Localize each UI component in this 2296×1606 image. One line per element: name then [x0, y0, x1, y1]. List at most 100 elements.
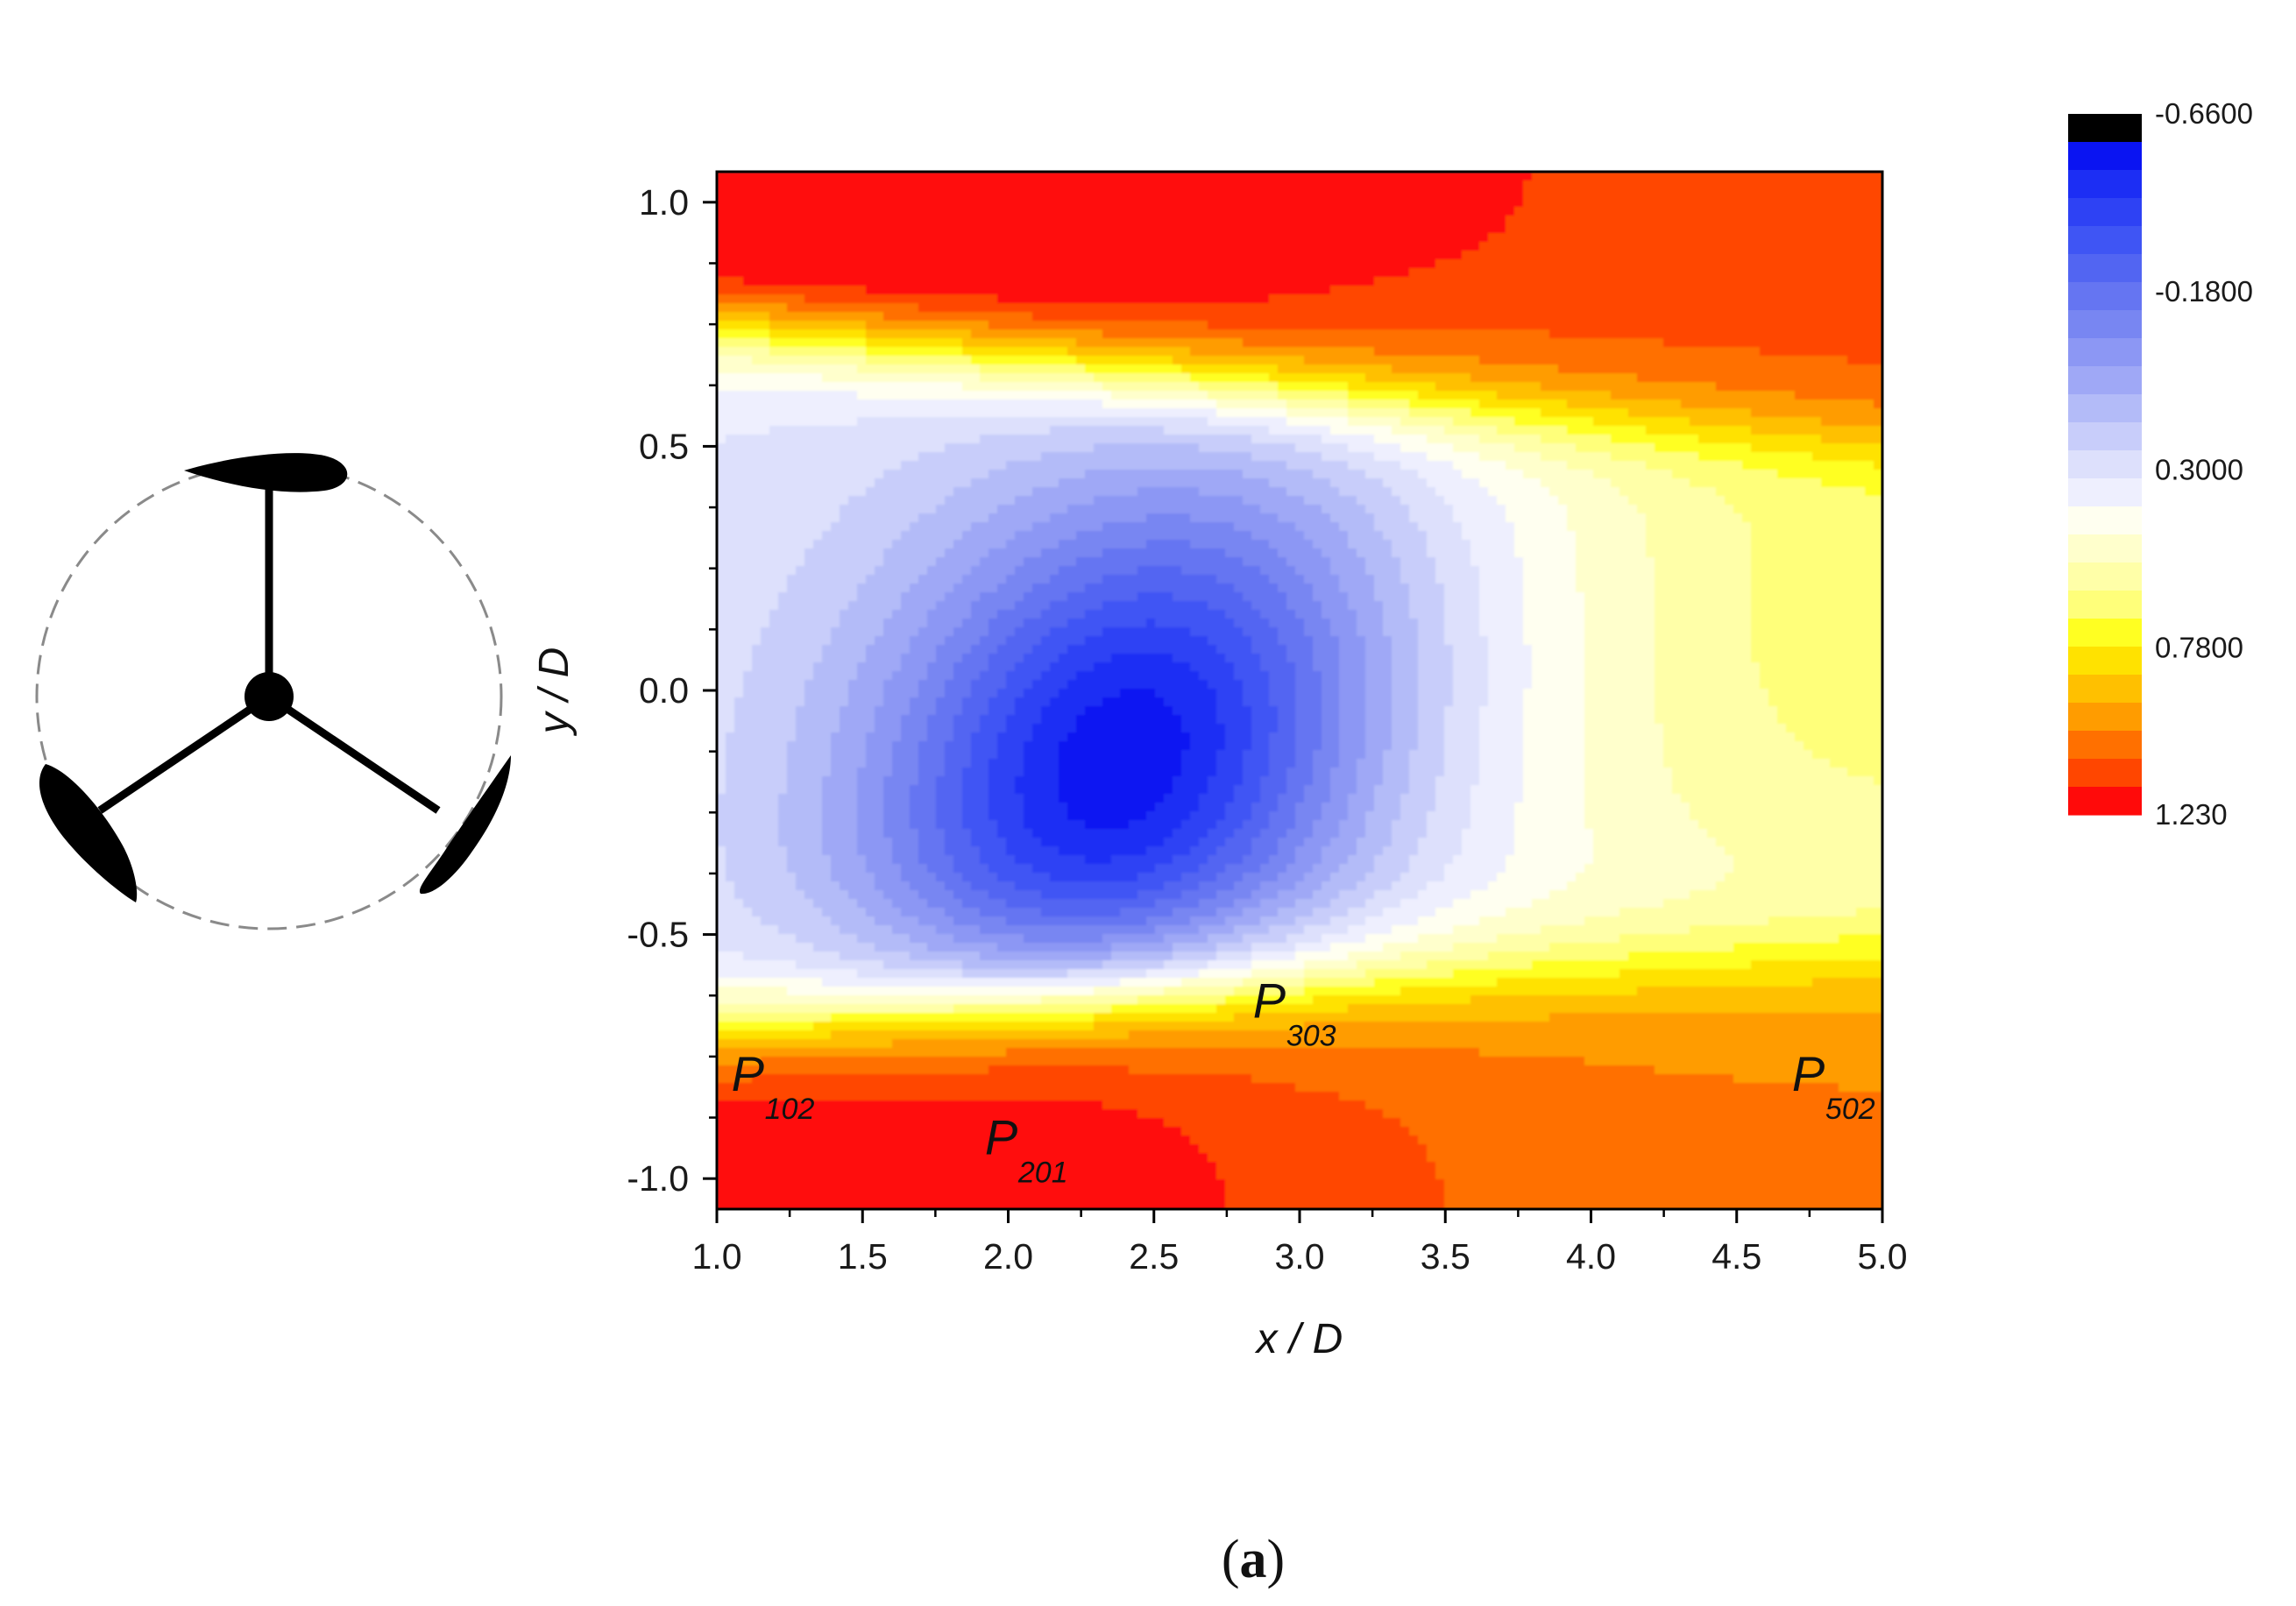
contour-cell-run — [1295, 899, 1331, 909]
colorbar-swatch — [2068, 226, 2142, 255]
contour-cell-run — [1751, 610, 1882, 619]
contour-cell-run — [1050, 627, 1103, 637]
contour-cell-run — [857, 811, 884, 821]
contour-cell-run — [1067, 592, 1138, 602]
contour-cell-run — [1655, 715, 1778, 725]
contour-cell-run — [1646, 548, 1752, 558]
contour-cell-run — [1330, 286, 1882, 295]
contour-cell-run — [1576, 575, 1655, 584]
contour-cell-run — [1874, 400, 1882, 409]
contour-cell-run — [875, 916, 919, 926]
contour-cell-run — [1488, 952, 1629, 961]
contour-cell-run — [1322, 732, 1340, 742]
contour-cell-run — [1444, 715, 1480, 725]
contour-cell-run — [1663, 899, 1882, 909]
contour-cell-run — [1479, 1048, 1882, 1058]
contour-cell-run — [1129, 820, 1182, 830]
contour-cell-run — [962, 697, 989, 707]
contour-cell-run — [1199, 803, 1226, 812]
contour-cell-run — [989, 768, 1024, 777]
contour-cell-run — [1146, 969, 1200, 979]
contour-cell-run — [980, 671, 1007, 681]
contour-cell-run — [1173, 908, 1217, 917]
contour-cell-run — [1444, 496, 1498, 506]
contour-cell-run — [1339, 487, 1392, 497]
contour-cell-run — [787, 987, 1095, 996]
contour-cell-run — [1181, 759, 1217, 768]
contour-cell-run — [734, 697, 805, 707]
contour-cell-run — [1199, 1144, 1428, 1154]
contour-cell-run — [1295, 522, 1340, 532]
contour-cell-run — [997, 750, 1024, 760]
contour-cell-run — [1418, 662, 1454, 672]
contour-cell-run — [1444, 584, 1480, 593]
contour-cell-run — [1269, 811, 1296, 821]
contour-cell-run — [1313, 995, 1471, 1005]
contour-cell-run — [1313, 829, 1340, 838]
contour-cell-run — [1260, 662, 1296, 672]
contour-cell-run — [1479, 610, 1524, 619]
contour-cell-run — [1619, 969, 1882, 979]
contour-cell-run — [717, 487, 867, 497]
contour-cell-run — [857, 671, 893, 681]
contour-cell-run — [769, 426, 1051, 435]
contour-cell-run — [717, 575, 788, 584]
contour-cell-run — [1234, 785, 1261, 795]
contour-cell-run — [1313, 864, 1340, 874]
contour-cell-run — [1225, 654, 1261, 663]
contour-cell-run — [840, 610, 893, 619]
contour-cell-run — [1286, 592, 1314, 602]
contour-cell-run — [1181, 873, 1217, 882]
contour-cell-run — [717, 1153, 1208, 1163]
contour-cell-run — [840, 715, 875, 725]
contour-cell-run — [1339, 1092, 1882, 1101]
contour-cell-run — [953, 584, 998, 593]
contour-cell-run — [717, 189, 1524, 199]
contour-cell-run — [1435, 557, 1471, 567]
contour-cell-run — [1330, 619, 1357, 628]
contour-cell-run — [822, 776, 858, 786]
contour-cell-run — [1497, 496, 1559, 506]
contour-cell-run — [1418, 680, 1454, 690]
contour-cell-run — [1322, 846, 1357, 856]
contour-cell-run — [1173, 855, 1208, 865]
contour-cell-run — [1339, 584, 1375, 593]
colorbar-swatch — [2068, 282, 2142, 311]
contour-cell-run — [1190, 916, 1226, 926]
contour-cell-run — [1243, 820, 1270, 830]
contour-cell-run — [1400, 443, 1454, 453]
contour-cell-run — [717, 645, 753, 654]
contour-cell-run — [1567, 461, 1647, 470]
contour-cell-run — [717, 873, 726, 882]
contour-cell-run — [1006, 461, 1287, 470]
contour-cell-run — [1453, 680, 1489, 690]
contour-cell-run — [1181, 724, 1226, 733]
contour-cell-run — [971, 329, 1103, 339]
contour-cell-run — [717, 364, 858, 374]
contour-cell-run — [875, 636, 911, 646]
contour-cell-run — [1059, 478, 1270, 488]
contour-cell-run — [927, 715, 954, 725]
contour-cell-run — [997, 943, 1112, 952]
contour-cell-run — [883, 697, 911, 707]
contour-cell-run — [1199, 487, 1287, 497]
contour-cell-run — [910, 785, 937, 795]
contour-cell-run — [1076, 338, 1244, 348]
contour-cell-run — [1392, 654, 1419, 663]
contour-cell-run — [953, 487, 1033, 497]
contour-cell-run — [787, 759, 832, 768]
colorbar-swatch — [2068, 619, 2142, 647]
contour-cell-run — [1322, 855, 1349, 865]
contour-cell-run — [1365, 715, 1392, 725]
contour-cell-run — [1243, 776, 1261, 786]
contour-cell-run — [787, 846, 823, 856]
contour-cell-run — [1260, 916, 1296, 926]
contour-cell-run — [743, 680, 805, 690]
contour-cell-run — [1506, 855, 1594, 865]
contour-cell-run — [1286, 654, 1314, 663]
contour-cell-run — [1514, 838, 1594, 847]
contour-cell-run — [1313, 645, 1340, 654]
contour-cell-run — [1304, 531, 1349, 541]
contour-cell-run — [1322, 697, 1340, 707]
contour-cell-run — [1216, 768, 1244, 777]
